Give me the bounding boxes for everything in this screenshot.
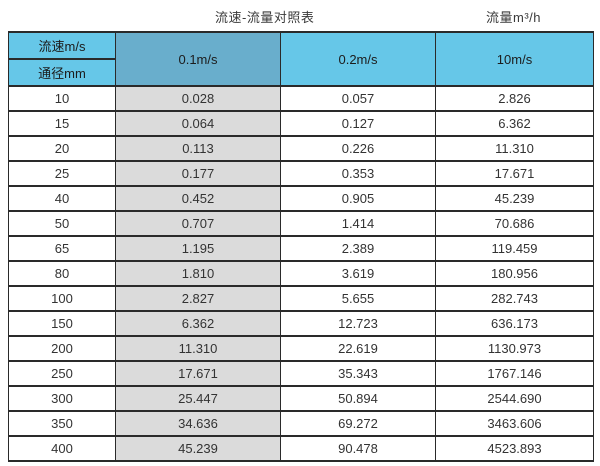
header-row-bottom: 通径mm (8, 58, 594, 87)
cell-flow-0.1ms: 0.452 (115, 185, 281, 212)
cell-flow-0.1ms: 25.447 (115, 385, 281, 412)
table-title: 流速-流量对照表 (215, 10, 315, 25)
cell-flow-10ms: 180.956 (435, 260, 594, 287)
cell-flow-0.1ms: 11.310 (115, 335, 281, 362)
cell-diameter: 200 (8, 335, 116, 362)
cell-flow-0.2ms: 0.127 (280, 110, 436, 137)
cell-flow-10ms: 11.310 (435, 135, 594, 162)
table-row: 20 0.113 0.226 11.310 (8, 135, 594, 162)
table-row: 50 0.707 1.414 70.686 (8, 210, 594, 237)
cell-diameter: 250 (8, 360, 116, 387)
cell-flow-0.2ms: 50.894 (280, 385, 436, 412)
cell-diameter: 40 (8, 185, 116, 212)
cell-flow-0.2ms: 12.723 (280, 310, 436, 337)
cell-flow-0.2ms: 69.272 (280, 410, 436, 437)
cell-flow-0.1ms: 45.239 (115, 435, 281, 462)
table-row: 400 45.239 90.478 4523.893 (8, 435, 594, 462)
table-row: 250 17.671 35.343 1767.146 (8, 360, 594, 387)
cell-flow-0.1ms: 0.177 (115, 160, 281, 187)
table-header: 流速m/s 0.1m/s 0.2m/s 10m/s 通径mm (8, 31, 594, 87)
cell-flow-10ms: 2544.690 (435, 385, 594, 412)
cell-flow-10ms: 1130.973 (435, 335, 594, 362)
cell-flow-0.1ms: 0.113 (115, 135, 281, 162)
table-row: 200 11.310 22.619 1130.973 (8, 335, 594, 362)
flow-unit-label: 流量m³/h (486, 10, 542, 25)
cell-flow-0.1ms: 0.028 (115, 85, 281, 112)
cell-diameter: 150 (8, 310, 116, 337)
cell-flow-10ms: 119.459 (435, 235, 594, 262)
cell-diameter: 25 (8, 160, 116, 187)
table-row: 25 0.177 0.353 17.671 (8, 160, 594, 187)
cell-flow-0.2ms: 22.619 (280, 335, 436, 362)
table-row: 15 0.064 0.127 6.362 (8, 110, 594, 137)
cell-diameter: 80 (8, 260, 116, 287)
cell-diameter: 65 (8, 235, 116, 262)
cell-flow-10ms: 1767.146 (435, 360, 594, 387)
cell-diameter: 20 (8, 135, 116, 162)
cell-diameter: 400 (8, 435, 116, 462)
table-body: 10 0.028 0.057 2.826 15 0.064 0.127 6.362 20 0.11… (8, 85, 594, 462)
header-col-10ms: 10m/s (435, 31, 594, 87)
cell-flow-0.1ms: 0.707 (115, 210, 281, 237)
header-row-top: 流速m/s 0.1m/s 0.2m/s 10m/s (8, 31, 594, 87)
cell-flow-10ms: 282.743 (435, 285, 594, 312)
cell-flow-0.1ms: 6.362 (115, 310, 281, 337)
cell-flow-0.2ms: 2.389 (280, 235, 436, 262)
header-col-0.2ms: 0.2m/s (280, 31, 436, 87)
table-row: 40 0.452 0.905 45.239 (8, 185, 594, 212)
cell-flow-0.2ms: 35.343 (280, 360, 436, 387)
cell-diameter: 15 (8, 110, 116, 137)
flow-rate-table: 流速m/s 0.1m/s 0.2m/s 10m/s 通径mm 10 0.028 0.… (8, 31, 594, 462)
cell-flow-0.1ms: 34.636 (115, 410, 281, 437)
table-row: 150 6.362 12.723 636.173 (8, 310, 594, 337)
header-col-0.1ms: 0.1m/s (115, 31, 281, 87)
cell-diameter: 10 (8, 85, 116, 112)
cell-flow-10ms: 4523.893 (435, 435, 594, 462)
caption-row: 流速-流量对照表 流量m³/h (0, 5, 600, 29)
cell-diameter: 100 (8, 285, 116, 312)
cell-diameter: 350 (8, 410, 116, 437)
cell-flow-10ms: 3463.606 (435, 410, 594, 437)
cell-flow-0.2ms: 0.905 (280, 185, 436, 212)
cell-flow-0.2ms: 0.057 (280, 85, 436, 112)
table-row: 350 34.636 69.272 3463.606 (8, 410, 594, 437)
cell-flow-10ms: 70.686 (435, 210, 594, 237)
header-velocity-label: 流速m/s (8, 31, 116, 60)
cell-flow-0.1ms: 17.671 (115, 360, 281, 387)
cell-flow-0.2ms: 5.655 (280, 285, 436, 312)
header-diameter-label: 通径mm (8, 58, 116, 87)
cell-diameter: 300 (8, 385, 116, 412)
table-row: 10 0.028 0.057 2.826 (8, 85, 594, 112)
cell-flow-10ms: 45.239 (435, 185, 594, 212)
cell-flow-0.1ms: 0.064 (115, 110, 281, 137)
table-row: 100 2.827 5.655 282.743 (8, 285, 594, 312)
cell-flow-0.1ms: 2.827 (115, 285, 281, 312)
table-row: 65 1.195 2.389 119.459 (8, 235, 594, 262)
cell-flow-0.2ms: 0.226 (280, 135, 436, 162)
cell-flow-0.2ms: 0.353 (280, 160, 436, 187)
cell-flow-10ms: 636.173 (435, 310, 594, 337)
table-row: 300 25.447 50.894 2544.690 (8, 385, 594, 412)
cell-flow-10ms: 6.362 (435, 110, 594, 137)
cell-diameter: 50 (8, 210, 116, 237)
cell-flow-0.1ms: 1.810 (115, 260, 281, 287)
cell-flow-10ms: 17.671 (435, 160, 594, 187)
cell-flow-0.2ms: 90.478 (280, 435, 436, 462)
cell-flow-0.1ms: 1.195 (115, 235, 281, 262)
cell-flow-0.2ms: 3.619 (280, 260, 436, 287)
table-row: 80 1.810 3.619 180.956 (8, 260, 594, 287)
cell-flow-0.2ms: 1.414 (280, 210, 436, 237)
cell-flow-10ms: 2.826 (435, 85, 594, 112)
